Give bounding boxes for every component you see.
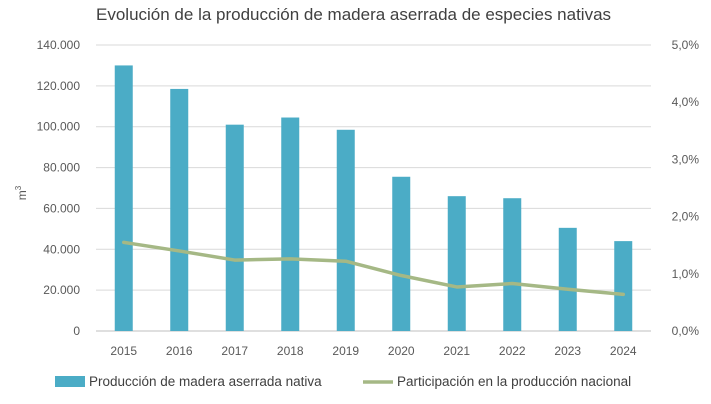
- bar: [281, 117, 300, 332]
- bar-series: [114, 65, 633, 332]
- bar: [225, 124, 244, 332]
- y-tick-label: 20.000: [43, 283, 80, 297]
- chart-title: Evolución de la producción de madera ase…: [96, 5, 611, 24]
- y-tick-label: 120.000: [37, 79, 81, 93]
- legend: Producción de madera aserrada nativa Part…: [55, 374, 631, 389]
- y2-tick-label: 5,0%: [672, 38, 700, 52]
- line-series: [122, 240, 625, 297]
- x-tick-label: 2020: [388, 344, 415, 358]
- gridlines: [96, 44, 651, 332]
- y2-tick-label: 1,0%: [672, 267, 700, 281]
- x-tick-label: 2023: [554, 344, 581, 358]
- y-axis-right: 0,0% 1,0% 2,0% 3,0% 4,0% 5,0%: [672, 38, 700, 338]
- x-tick-label: 2022: [499, 344, 526, 358]
- y-tick-label: 80.000: [43, 161, 80, 175]
- x-tick-label: 2017: [221, 344, 248, 358]
- x-tick-label: 2016: [166, 344, 193, 358]
- legend-label-line: Participación en la producción nacional: [397, 374, 631, 389]
- bar: [392, 176, 411, 331]
- y2-tick-label: 4,0%: [672, 95, 700, 109]
- y-tick-label: 100.000: [37, 120, 81, 134]
- legend-label-bars: Producción de madera aserrada nativa: [89, 374, 322, 389]
- y-tick-label: 140.000: [37, 38, 81, 52]
- bar: [114, 65, 133, 331]
- y-axis-label: m3: [14, 185, 29, 200]
- y-tick-label: 40.000: [43, 242, 80, 256]
- bar: [614, 241, 633, 331]
- bar: [170, 88, 189, 332]
- x-axis: 2015 2016 2017 2018 2019 2020 2021 2022 2023 2024: [110, 344, 637, 358]
- x-tick-label: 2019: [332, 344, 359, 358]
- legend-swatch-bars: [55, 376, 85, 387]
- x-tick-label: 2021: [443, 344, 470, 358]
- y-axis-left: 0 20.000 40.000 60.000 80.000 100.000 120.000 1…: [37, 38, 81, 338]
- bar: [336, 129, 355, 331]
- y-axis-label-unit: m: [15, 190, 29, 200]
- bar: [558, 227, 577, 331]
- y2-tick-label: 0,0%: [672, 324, 700, 338]
- x-tick-label: 2018: [277, 344, 304, 358]
- y2-tick-label: 2,0%: [672, 210, 700, 224]
- y-tick-label: 0: [73, 324, 80, 338]
- y-axis-label-superscript: 3: [14, 185, 23, 190]
- x-tick-label: 2024: [610, 344, 637, 358]
- y2-tick-label: 3,0%: [672, 152, 700, 166]
- bar: [447, 196, 466, 331]
- x-tick-label: 2015: [110, 344, 137, 358]
- series-line: [122, 240, 625, 297]
- bar: [503, 198, 522, 331]
- y-tick-label: 60.000: [43, 201, 80, 215]
